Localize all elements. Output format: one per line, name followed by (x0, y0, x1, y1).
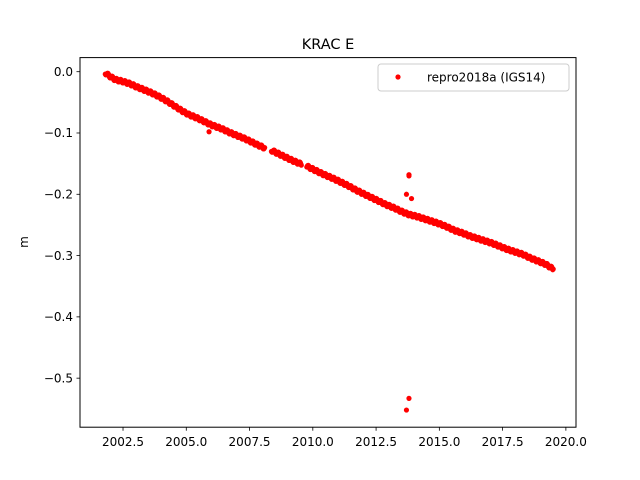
outlier-point (206, 129, 212, 135)
y-axis: 0.0 −0.1 −0.2 −0.3 −0.4 −0.5 (44, 65, 80, 385)
y-axis-label: m (17, 236, 31, 248)
data-point (550, 266, 556, 272)
data-point (298, 162, 304, 168)
outlier-point (406, 395, 412, 401)
legend-label: repro2018a (IGS14) (427, 71, 545, 85)
x-tick-label: 2007.5 (229, 435, 271, 449)
y-tick-label: −0.3 (44, 249, 73, 263)
plot-marks (102, 70, 556, 413)
x-axis: 2002.5 2005.0 2007.5 2010.0 2012.5 2015.0 2017… (102, 427, 587, 449)
y-tick-label: 0.0 (54, 65, 73, 79)
y-tick-label: −0.5 (44, 371, 73, 385)
chart-title: KRAC E (302, 37, 355, 53)
x-tick-label: 2010.0 (292, 435, 334, 449)
legend-marker (395, 74, 401, 80)
legend: repro2018a (IGS14) (377, 63, 570, 92)
outlier-point (403, 191, 410, 197)
y-tick-label: −0.1 (44, 126, 73, 140)
x-tick-label: 2020.0 (545, 435, 587, 449)
x-tick-label: 2012.5 (355, 435, 397, 449)
legend-box (377, 63, 570, 92)
outlier-point (406, 173, 412, 179)
x-tick-label: 2005.0 (165, 435, 207, 449)
data-point (262, 144, 268, 151)
x-tick-label: 2002.5 (102, 435, 144, 449)
y-tick-label: −0.4 (44, 310, 73, 324)
outlier-point (403, 407, 410, 413)
y-tick-label: −0.2 (44, 187, 73, 201)
x-tick-label: 2017.5 (482, 435, 524, 449)
x-tick-label: 2015.0 (418, 435, 460, 449)
plot-frame (79, 57, 577, 428)
outlier-point (408, 195, 415, 202)
